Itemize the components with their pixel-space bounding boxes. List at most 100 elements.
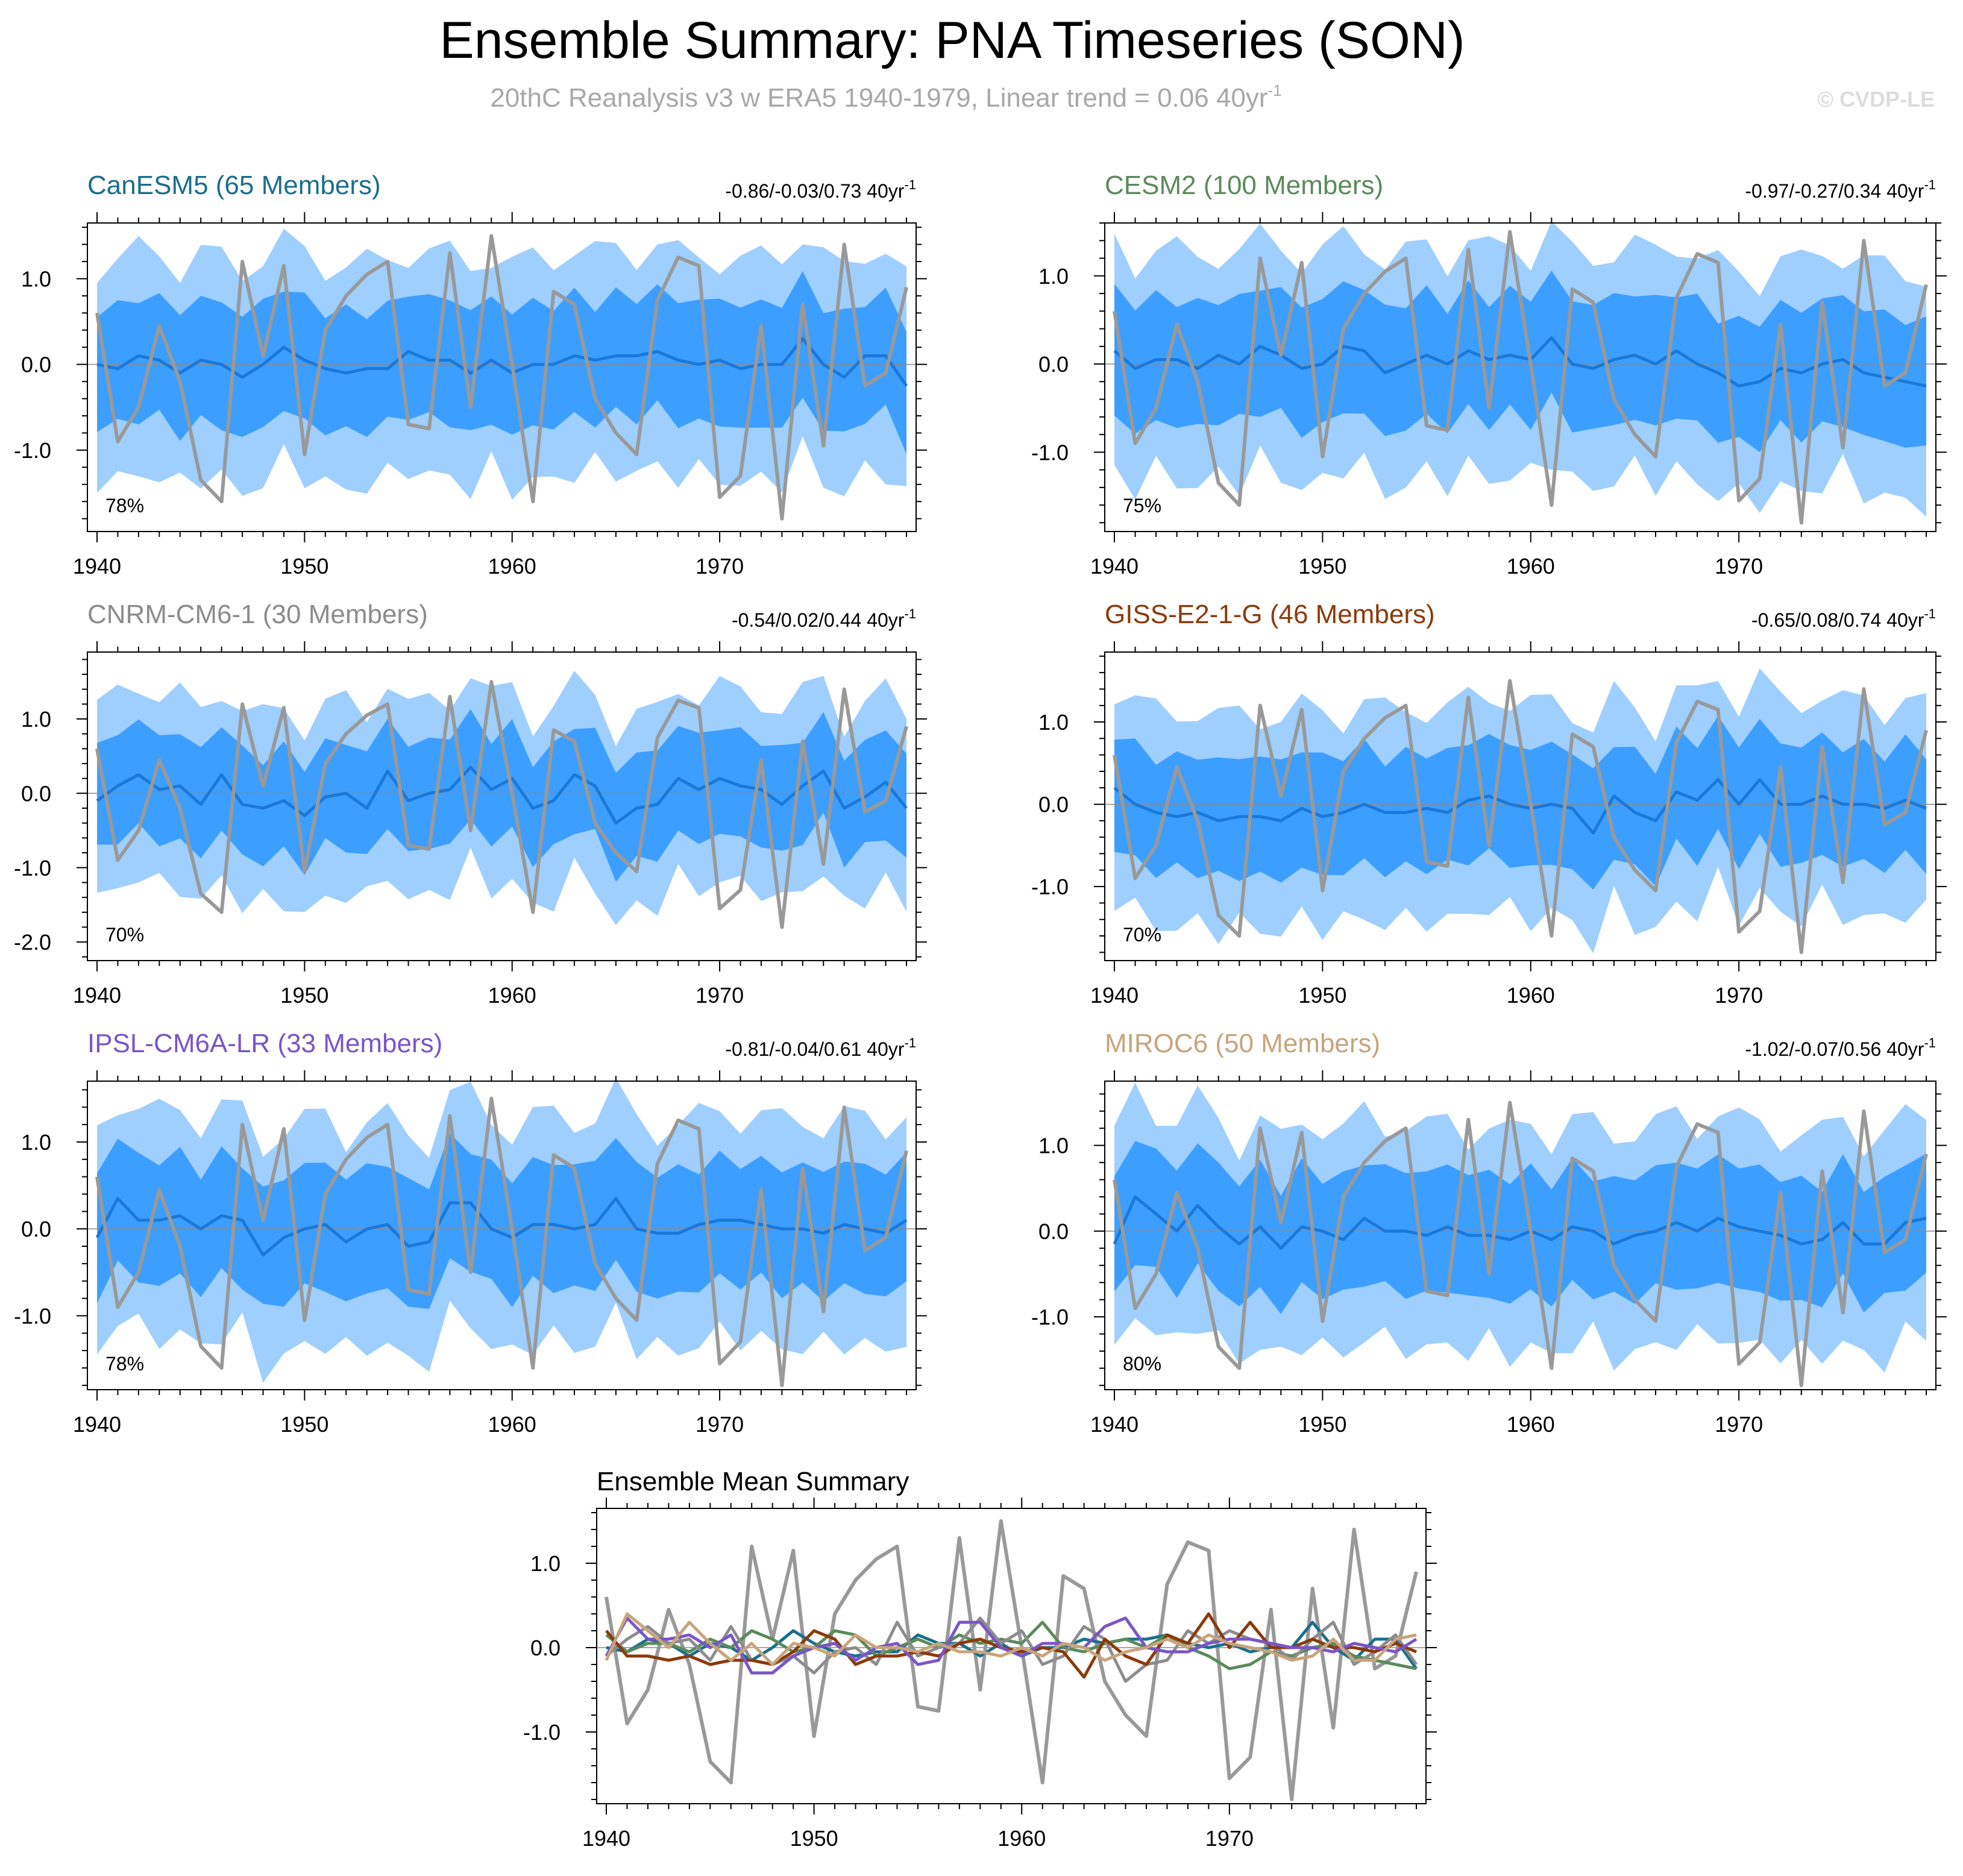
panel-title: MIROC6 (50 Members) bbox=[1105, 1029, 1380, 1058]
series-observations bbox=[1113, 679, 1928, 955]
plot-frame bbox=[1104, 1081, 1936, 1390]
trend-label: -0.81/-0.04/0.61 40yr-1 bbox=[725, 1035, 916, 1060]
y-tick-label: 0.0 bbox=[21, 353, 51, 377]
series-miroc6 bbox=[605, 1612, 1417, 1666]
plot-frame bbox=[596, 1508, 1427, 1804]
figure-title: Ensemble Summary: PNA Timeseries (SON) bbox=[439, 11, 1465, 69]
y-tick-label: 0.0 bbox=[1038, 352, 1069, 377]
figure-subtitle-main: 20thC Reanalysis v3 w ERA5 1940-1979, Li… bbox=[490, 83, 1267, 113]
x-tick-label: 1940 bbox=[1090, 983, 1139, 1008]
series-ensemble-mean bbox=[96, 765, 908, 825]
x-tick-label: 1960 bbox=[1507, 983, 1555, 1008]
y-tick-label: -1.0 bbox=[14, 1303, 51, 1328]
x-tick-label: 1950 bbox=[280, 554, 328, 579]
x-tick-label: 1960 bbox=[488, 554, 536, 579]
trend-text: -1.02/-0.07/0.56 40yr bbox=[1745, 1038, 1924, 1060]
x-tick-label: 1960 bbox=[1507, 1412, 1555, 1437]
x-tick-label: 1960 bbox=[488, 1412, 536, 1437]
x-tick-label: 1940 bbox=[73, 554, 121, 579]
x-tick-label: 1950 bbox=[280, 1412, 328, 1437]
x-tick-label: 1970 bbox=[696, 1412, 744, 1437]
y-tick-label: -1.0 bbox=[14, 438, 51, 463]
panel-title: CNRM-CM6-1 (30 Members) bbox=[87, 600, 428, 629]
y-tick-label: 0.0 bbox=[1038, 792, 1069, 817]
series-observations bbox=[95, 234, 908, 521]
percent-label: 78% bbox=[105, 495, 144, 516]
series-observations bbox=[95, 1096, 908, 1387]
plot-frame bbox=[87, 1081, 917, 1390]
x-tick-label: 1970 bbox=[696, 983, 744, 1008]
panel-cnrm: CNRM-CM6-1 (30 Members) -0.54/0.02/0.44 4… bbox=[14, 600, 927, 1008]
x-tick-label: 1950 bbox=[1298, 983, 1346, 1008]
percent-label: 70% bbox=[1123, 924, 1161, 946]
x-tick-label: 1960 bbox=[1507, 554, 1555, 579]
trend-text: -0.81/-0.04/0.61 40yr bbox=[725, 1038, 904, 1060]
x-tick-label: 1950 bbox=[280, 983, 328, 1008]
y-tick-label: 0.0 bbox=[530, 1636, 561, 1660]
panel-title: IPSL-CM6A-LR (33 Members) bbox=[87, 1029, 442, 1058]
figure-subtitle: 20thC Reanalysis v3 w ERA5 1940-1979, Li… bbox=[490, 81, 1281, 113]
trend-label: -0.97/-0.27/0.34 40yr-1 bbox=[1745, 177, 1936, 202]
series-ensemble-mean bbox=[1113, 336, 1927, 388]
y-tick-label: -1.0 bbox=[1031, 440, 1069, 465]
trend-text: -0.54/0.02/0.44 40yr bbox=[732, 609, 905, 631]
panel-giss: GISS-E2-1-G (46 Members) -0.65/0.08/0.74 … bbox=[1031, 600, 1947, 1008]
series-observations bbox=[1113, 1100, 1928, 1387]
x-tick-label: 1960 bbox=[997, 1826, 1046, 1851]
series-giss-e2-1-g bbox=[605, 1612, 1417, 1679]
percent-label: 75% bbox=[1123, 495, 1161, 516]
panel-miroc6: MIROC6 (50 Members) -1.02/-0.07/0.56 40yr… bbox=[1031, 1029, 1947, 1437]
x-tick-label: 1950 bbox=[790, 1826, 838, 1851]
trend-text: -0.65/0.08/0.74 40yr bbox=[1751, 609, 1924, 631]
series-ensemble-mean bbox=[95, 1197, 908, 1256]
trend-sup: -1 bbox=[904, 1035, 916, 1050]
y-tick-label: -2.0 bbox=[14, 930, 51, 955]
panel-title: CESM2 (100 Members) bbox=[1105, 171, 1383, 200]
series-observations bbox=[605, 1519, 1418, 1801]
trend-sup: -1 bbox=[904, 606, 916, 621]
panel-title: GISS-E2-1-G (46 Members) bbox=[1105, 600, 1435, 629]
trend-sup: -1 bbox=[1924, 177, 1936, 192]
panel-title: CanESM5 (65 Members) bbox=[87, 171, 381, 200]
series-cnrm-cm6-1 bbox=[605, 1616, 1418, 1683]
x-tick-label: 1970 bbox=[696, 554, 744, 579]
trend-label: -0.54/0.02/0.44 40yr-1 bbox=[732, 606, 916, 631]
y-tick-label: 1.0 bbox=[21, 266, 51, 291]
x-tick-label: 1960 bbox=[488, 983, 536, 1008]
plot-frame bbox=[1104, 222, 1936, 532]
percent-label: 70% bbox=[105, 924, 144, 946]
series-observations bbox=[1113, 230, 1928, 525]
percent-label: 78% bbox=[105, 1353, 144, 1375]
y-tick-label: 0.0 bbox=[1038, 1219, 1069, 1244]
x-tick-label: 1950 bbox=[1298, 1412, 1346, 1437]
trend-label: -1.02/-0.07/0.56 40yr-1 bbox=[1745, 1035, 1936, 1060]
watermark: © CVDP-LE bbox=[1817, 87, 1935, 111]
y-tick-label: 1.0 bbox=[1038, 710, 1069, 735]
x-tick-label: 1970 bbox=[1715, 1412, 1763, 1437]
x-tick-label: 1950 bbox=[1298, 554, 1346, 579]
y-tick-label: 1.0 bbox=[21, 1130, 51, 1155]
plot-frame bbox=[1104, 651, 1936, 961]
y-tick-label: 0.0 bbox=[21, 1217, 51, 1241]
y-tick-label: 1.0 bbox=[1038, 1134, 1069, 1158]
panel-ipsl: IPSL-CM6A-LR (33 Members) -0.81/-0.04/0.6… bbox=[14, 1029, 927, 1437]
trend-sup: -1 bbox=[1924, 606, 1936, 621]
y-tick-label: -1.0 bbox=[14, 856, 51, 880]
plot-frame bbox=[87, 222, 917, 532]
panel-ensemble-mean-summary: Ensemble Mean Summary -1.0 0.0 1.0 1940 1950 1… bbox=[523, 1467, 1437, 1851]
trend-label: -0.86/-0.03/0.73 40yr-1 bbox=[725, 177, 916, 202]
y-tick-label: -1.0 bbox=[1031, 874, 1069, 899]
percent-label: 80% bbox=[1123, 1353, 1161, 1375]
panels-layer: CanESM5 (65 Members) -0.86/-0.03/0.73 40y… bbox=[14, 171, 1947, 1851]
x-tick-label: 1940 bbox=[73, 983, 121, 1008]
y-tick-label: 0.0 bbox=[21, 781, 51, 806]
figure-subtitle-sup: -1 bbox=[1268, 81, 1282, 99]
y-tick-label: -1.0 bbox=[1031, 1305, 1069, 1329]
x-tick-label: 1970 bbox=[1205, 1826, 1254, 1851]
x-tick-label: 1940 bbox=[73, 1412, 121, 1437]
panel-cesm2: CESM2 (100 Members) -0.97/-0.27/0.34 40yr… bbox=[1031, 171, 1947, 579]
x-tick-label: 1940 bbox=[1090, 1412, 1139, 1437]
series-cesm2 bbox=[605, 1620, 1417, 1671]
x-tick-label: 1940 bbox=[582, 1826, 630, 1851]
